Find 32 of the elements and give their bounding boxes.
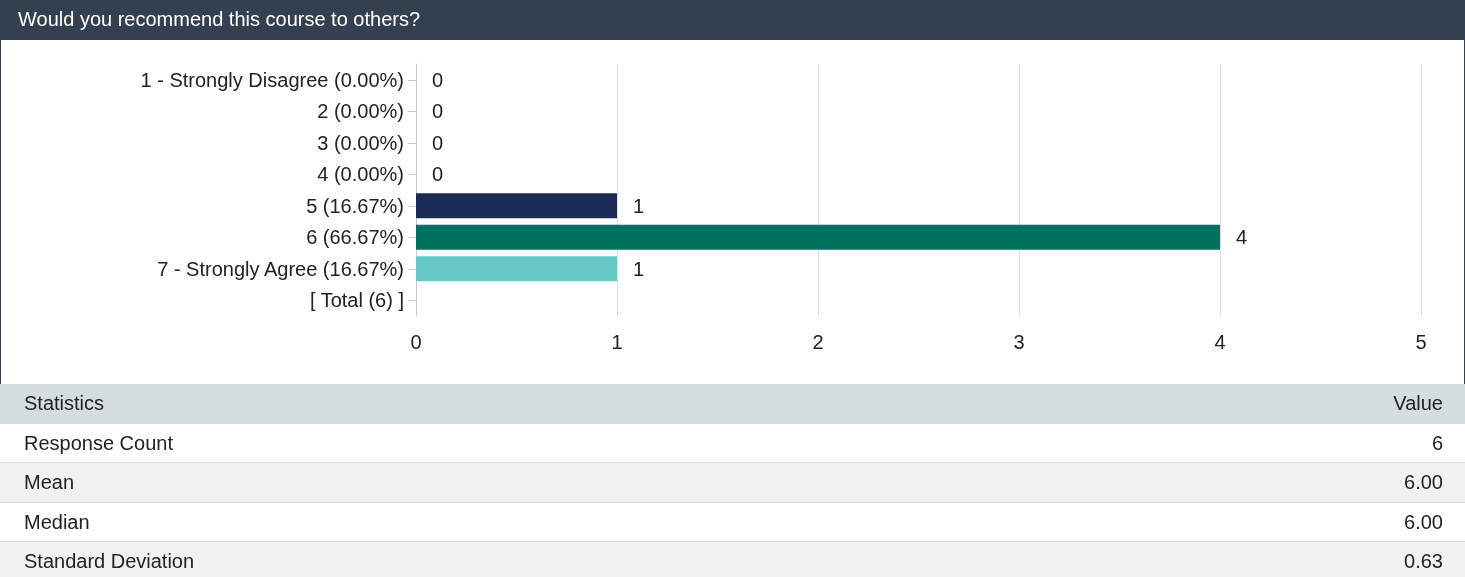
y-tick-label: 1 - Strongly Disagree (0.00%) (140, 68, 404, 91)
text: Mean (24, 470, 75, 495)
text: Response Count (24, 430, 173, 456)
y-tick-label: [ Total (6) ] (309, 289, 404, 312)
y-tick-label: 6 (66.67%) (306, 226, 404, 249)
y-tick-label: 3 (0.00%) (317, 131, 404, 154)
x-tick-label: 0 (410, 331, 422, 353)
y-tick-label: 4 (0.00%) (317, 163, 404, 186)
text: Value (1393, 391, 1443, 416)
text: Would you recommend this course to others? (0, 0, 1465, 40)
text: 0.63 (1404, 549, 1443, 574)
x-tick-label: 2 (812, 331, 824, 353)
data-label: 0 (432, 131, 444, 154)
y-tick-label: 5 (16.67%) (306, 194, 404, 217)
x-tick-label: 1 (611, 331, 623, 353)
data-label: 0 (432, 68, 444, 91)
x-tick-label: 3 (1013, 331, 1025, 353)
text: Statistics (24, 391, 105, 416)
text: 6.00 (1404, 470, 1443, 495)
data-label: 0 (432, 100, 444, 123)
y-tick-label: 2 (0.00%) (317, 100, 404, 123)
x-tick-label: 5 (1415, 331, 1427, 353)
y-tick-label: 7 - Strongly Agree (16.67%) (157, 257, 404, 280)
text: Median (24, 509, 90, 535)
text: 6.00 (1404, 509, 1443, 535)
data-label: 4 (1236, 226, 1248, 249)
x-tick-label: 4 (1214, 331, 1226, 353)
data-label: 0 (432, 163, 444, 186)
text: Standard Deviation (24, 549, 195, 574)
text: 6 (1431, 430, 1443, 456)
data-label: 1 (633, 194, 645, 217)
data-label: 1 (633, 257, 645, 280)
